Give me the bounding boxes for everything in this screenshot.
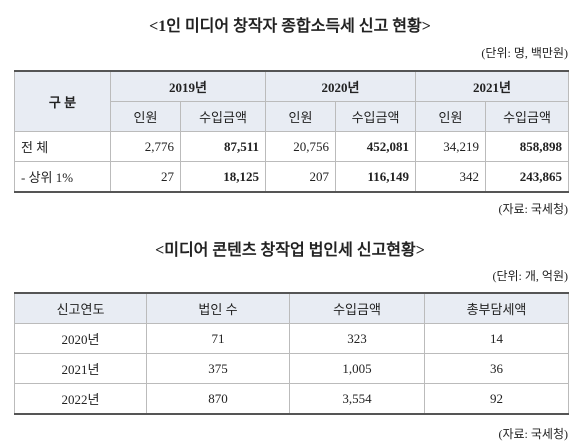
value-cell: 207 — [265, 161, 336, 193]
value-cell: 243,865 — [485, 161, 569, 193]
value-cell: 1,005 — [289, 353, 425, 384]
value-cell: 71 — [146, 323, 290, 354]
source-note: (자료: 국세청) — [498, 427, 568, 441]
value-cell: 27 — [110, 161, 181, 193]
sub-header: 수입금액 — [485, 101, 569, 132]
source-note: (자료: 국세청) — [498, 202, 568, 216]
value-cell: 36 — [424, 353, 569, 384]
header-cell: 법인 수 — [146, 292, 290, 324]
value-cell: 870 — [146, 383, 290, 415]
sub-header: 인원 — [265, 101, 336, 132]
data-row: 2022년 870 3,554 92 — [14, 383, 569, 415]
sub-header: 인원 — [110, 101, 181, 132]
sub-header: 수입금액 — [180, 101, 266, 132]
title: <미디어 콘텐츠 창작업 법인세 신고현황> — [155, 242, 425, 259]
sub-header: 수입금액 — [335, 101, 416, 132]
sub-header: 인원 — [415, 101, 486, 132]
header-cell: 신고연도 — [14, 292, 147, 324]
year-header: 2019년 — [110, 70, 266, 102]
value-cell: 342 — [415, 161, 486, 193]
header-cell: 총부담세액 — [424, 292, 569, 324]
header-row: 인원 수입금액 인원 수입금액 인원 수입금액 — [15, 101, 569, 132]
data-row: - 상위 1% 27 18,125 207 116,149 342 243,865 — [14, 161, 569, 193]
value-cell: 858,898 — [485, 131, 569, 162]
value-cell: 452,081 — [335, 131, 416, 162]
value-cell: 34,219 — [415, 131, 486, 162]
row-label: 2022년 — [14, 383, 147, 415]
value-cell: 92 — [424, 383, 569, 415]
row-label: 전 체 — [14, 131, 111, 162]
value-cell: 14 — [424, 323, 569, 354]
value-cell: 116,149 — [335, 161, 416, 193]
row-label: 2020년 — [14, 323, 147, 354]
row-label: - 상위 1% — [14, 161, 111, 193]
value-cell: 87,511 — [180, 131, 266, 162]
header-row: 신고연도 법인 수 수입금액 총부담세액 — [14, 292, 569, 324]
header-row: 구 분 2019년 2020년 2021년 — [14, 70, 569, 132]
value-cell: 20,756 — [265, 131, 336, 162]
value-cell: 3,554 — [289, 383, 425, 415]
data-row: 전 체 2,776 87,511 20,756 452,081 34,219 858,898 — [14, 131, 569, 162]
title: <1인 미디어 창작자 종합소득세 신고 현황> — [149, 18, 431, 35]
corporate-tax-table: 신고연도 법인 수 수입금액 총부담세액 2020년 71 323 14 2021년 375 1,0… — [14, 292, 569, 415]
data-row: 2020년 71 323 14 — [14, 323, 569, 354]
year-header: 2020년 — [265, 70, 416, 102]
value-cell: 323 — [289, 323, 425, 354]
value-cell: 18,125 — [180, 161, 266, 193]
unit-note: (단위: 명, 백만원) — [481, 46, 568, 60]
header-cell: 구 분 — [14, 70, 111, 132]
header-cell: 수입금액 — [289, 292, 425, 324]
value-cell: 375 — [146, 353, 290, 384]
unit-note: (단위: 개, 억원) — [492, 269, 568, 283]
data-row: 2021년 375 1,005 36 — [14, 353, 569, 384]
row-label: 2021년 — [14, 353, 147, 384]
value-cell: 2,776 — [110, 131, 181, 162]
year-header: 2021년 — [415, 70, 569, 102]
